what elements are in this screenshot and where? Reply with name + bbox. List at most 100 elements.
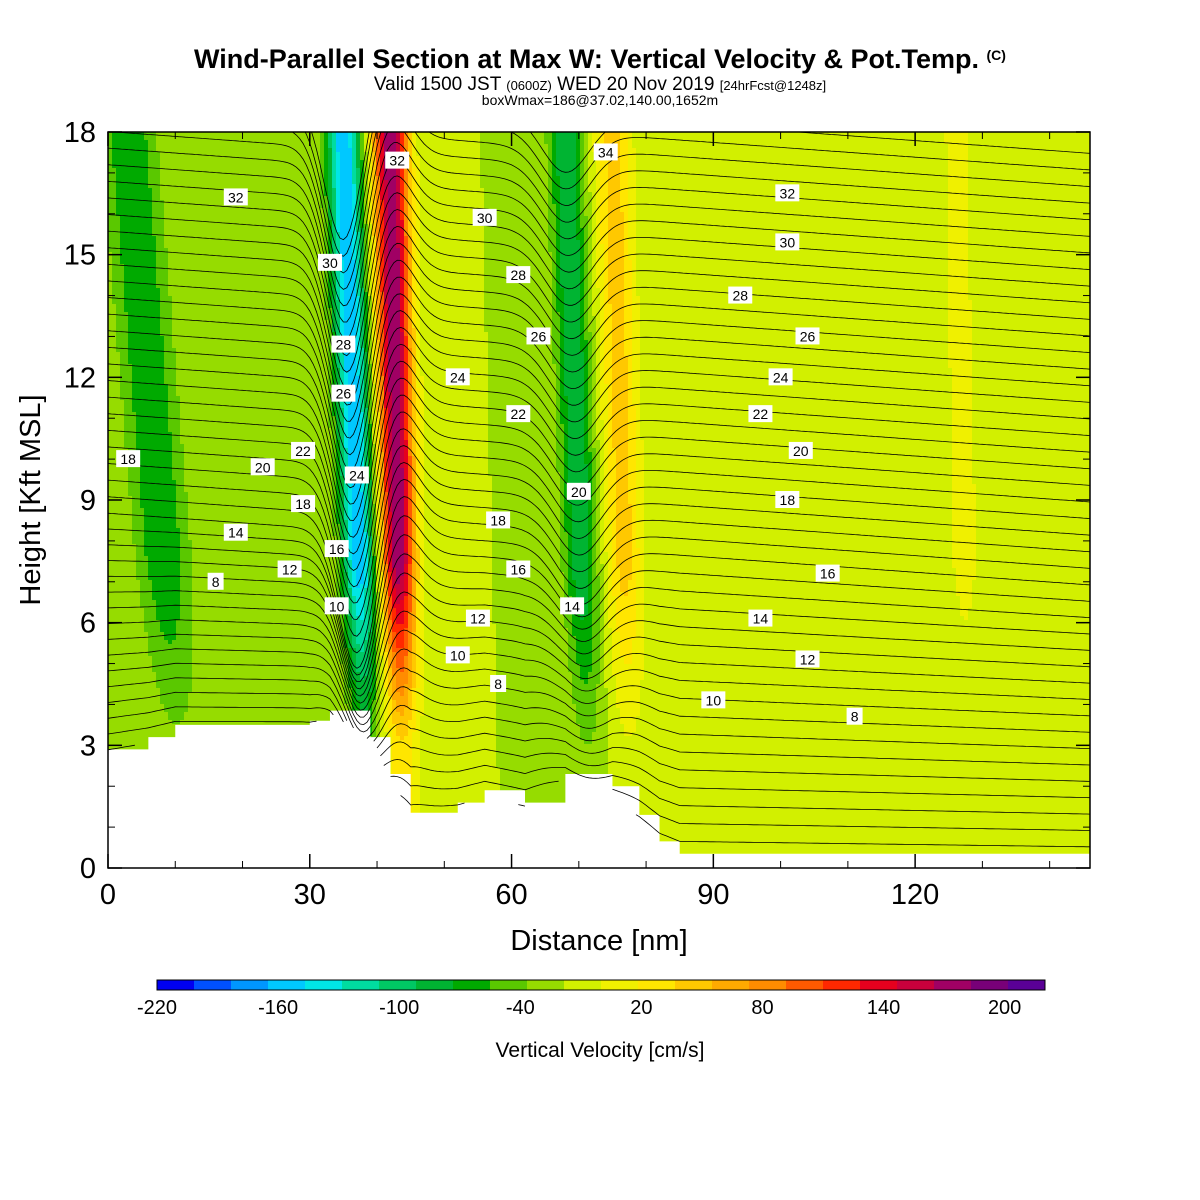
field-cell [160,396,165,401]
field-cell [140,524,145,529]
field-cell [156,476,161,481]
field-cell [180,232,185,237]
field-cell [116,236,121,241]
field-cell [132,424,137,429]
field-cell [172,408,177,413]
field-cell [160,684,165,689]
field-cell [144,160,149,165]
field-cell [132,260,137,265]
field-cell [200,636,205,641]
field-cell [144,656,149,661]
field-cell [116,388,121,393]
field-cell [196,592,201,597]
field-cell [152,492,157,497]
field-cell [120,320,125,325]
field-cell [200,696,205,701]
field-cell [164,456,169,461]
field-cell [176,360,181,365]
field-cell [124,624,129,629]
field-cell [164,148,169,153]
field-cell [140,476,145,481]
field-cell [212,316,217,321]
field-cell [212,352,217,357]
field-cell [116,164,121,169]
field-cell [120,540,125,545]
field-cell [200,288,205,293]
field-cell [124,616,129,621]
field-cell [200,668,205,673]
field-cell [188,376,193,381]
field-cell [208,352,213,357]
field-cell [136,592,141,597]
field-cell [208,272,213,277]
field-cell [200,264,205,269]
field-cell [112,236,117,241]
field-cell [136,240,141,245]
field-cell [196,312,201,317]
field-cell [168,452,173,457]
field-cell [116,288,121,293]
field-cell [184,704,189,709]
field-cell [212,552,217,557]
field-cell [144,736,149,741]
field-cell [144,580,149,585]
field-cell [164,444,169,449]
field-cell [116,540,121,545]
field-cell [144,672,149,677]
field-cell [112,492,117,497]
field-cell [208,476,213,481]
field-cell [168,264,173,269]
field-cell [212,348,217,353]
field-cell [164,292,169,297]
field-cell [188,688,193,693]
field-cell [112,688,117,693]
field-cell [212,448,217,453]
field-cell [172,192,177,197]
field-cell [144,372,149,377]
field-cell [176,444,181,449]
field-cell [204,484,209,489]
field-cell [140,304,145,309]
field-cell [124,364,129,369]
field-cell [200,632,205,637]
field-cell [156,488,161,493]
field-cell [212,472,217,477]
field-cell [164,632,169,637]
field-cell [136,500,141,505]
field-cell [140,740,145,745]
field-cell [136,672,141,677]
field-cell [128,480,133,485]
field-cell [200,156,205,161]
field-cell [168,684,173,689]
field-cell [148,676,153,681]
field-cell [136,636,141,641]
field-cell [176,484,181,489]
field-cell [192,644,197,649]
field-cell [132,536,137,541]
field-cell [180,520,185,525]
field-cell [188,280,193,285]
field-cell [128,268,133,273]
field-cell [192,180,197,185]
field-cell [200,328,205,333]
field-cell [188,708,193,713]
field-cell [164,628,169,633]
field-cell [124,292,129,297]
field-cell [148,284,153,289]
field-cell [128,224,133,229]
field-cell [192,160,197,165]
field-cell [216,176,221,181]
field-cell [204,408,209,413]
field-cell [204,364,209,369]
field-cell [180,404,185,409]
field-cell [180,356,185,361]
field-cell [148,440,153,445]
field-cell [156,640,161,645]
field-cell [180,600,185,605]
field-cell [208,180,213,185]
field-cell [160,440,165,445]
field-cell [172,276,177,281]
field-cell [144,392,149,397]
field-cell [120,552,125,557]
field-cell [196,308,201,313]
